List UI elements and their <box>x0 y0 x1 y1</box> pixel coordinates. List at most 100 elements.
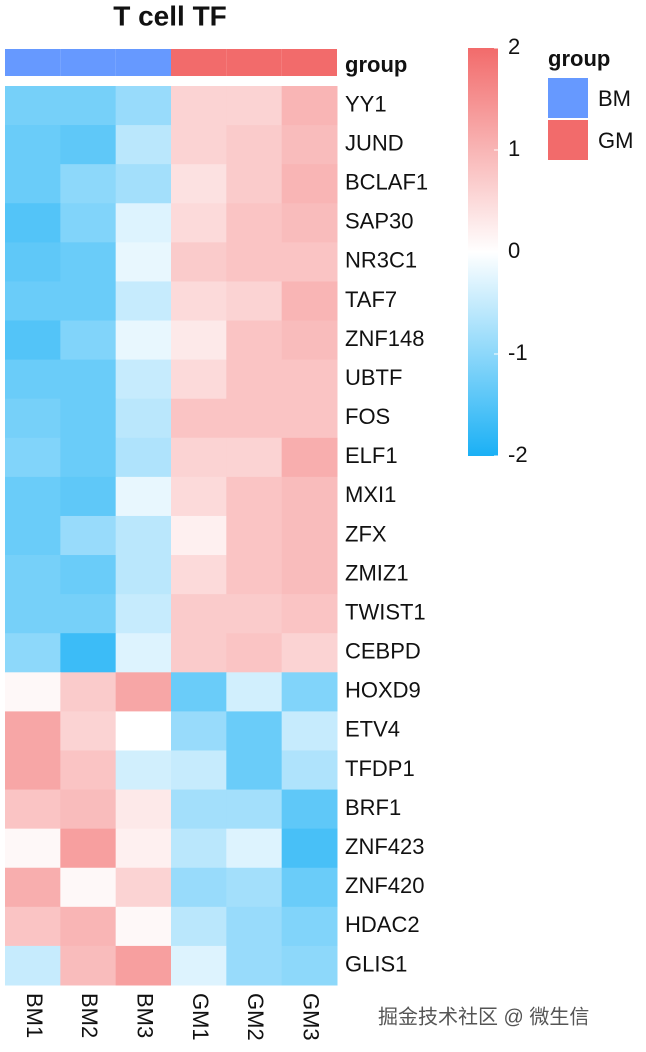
heatmap-cell <box>226 203 283 243</box>
heatmap-cell <box>171 633 227 673</box>
heatmap-cell <box>5 594 61 634</box>
heatmap-cell <box>281 867 338 908</box>
heatmap-cell <box>115 828 172 869</box>
heatmap-cell <box>171 750 227 791</box>
heatmap-cell <box>171 711 227 751</box>
heatmap-cell <box>115 594 172 634</box>
colorbar-tick-label: 0 <box>508 238 520 263</box>
heatmap-cell <box>60 711 117 751</box>
heatmap-cell <box>5 320 61 361</box>
heatmap-cell <box>5 633 61 673</box>
heatmap-cell <box>281 125 338 165</box>
heatmap-cell <box>115 672 172 712</box>
heatmap-cell <box>115 476 172 517</box>
heatmap-cell <box>60 906 117 947</box>
heatmap-cell <box>281 633 338 673</box>
heatmap-cell <box>5 672 61 712</box>
annotation-cell <box>281 49 337 76</box>
row-label: TFDP1 <box>345 756 415 781</box>
heatmap-cell <box>60 125 117 165</box>
row-label: ZNF148 <box>345 326 424 351</box>
row-label: ZNF423 <box>345 834 424 859</box>
colorbar-tick-label: -2 <box>508 442 528 467</box>
heatmap-cell <box>5 281 61 322</box>
heatmap-cell <box>60 594 117 634</box>
heatmap-cell <box>115 633 172 673</box>
heatmap-cell <box>5 828 61 869</box>
row-label: BCLAF1 <box>345 170 428 195</box>
heatmap-cell <box>281 437 338 478</box>
heatmap-cell <box>171 437 227 478</box>
row-label: HDAC2 <box>345 912 420 937</box>
legend-label: GM <box>598 128 633 153</box>
heatmap-cell <box>60 203 117 243</box>
heatmap-cell <box>115 515 172 556</box>
heatmap-cell <box>226 672 283 712</box>
row-label: ZNF420 <box>345 873 424 898</box>
heatmap-cell <box>5 945 61 986</box>
heatmap-cell <box>281 711 338 751</box>
heatmap-cell <box>115 555 172 595</box>
heatmap-cell <box>115 86 172 126</box>
heatmap-cell <box>226 750 283 791</box>
heatmap-cell <box>226 281 283 322</box>
annotation-cell <box>115 49 171 76</box>
row-label: MXI1 <box>345 482 396 507</box>
heatmap-cell <box>281 242 338 282</box>
heatmap-cell <box>5 86 61 126</box>
heatmap-cell <box>60 672 117 712</box>
heatmap-cell <box>281 906 338 947</box>
row-label: UBTF <box>345 365 402 390</box>
watermark: 掘金技术社区 @ 微生信 <box>378 1005 589 1028</box>
heatmap-cell <box>5 867 61 908</box>
heatmap-cell <box>115 242 172 282</box>
heatmap-cell <box>171 125 227 165</box>
row-label: HOXD9 <box>345 678 421 703</box>
heatmap-cell <box>171 906 227 947</box>
row-label: JUND <box>345 130 404 155</box>
heatmap-cell <box>226 125 283 165</box>
heatmap-cell <box>5 750 61 791</box>
heatmap-cell <box>281 281 338 322</box>
heatmap-cell <box>171 828 227 869</box>
heatmap-cell <box>226 945 283 986</box>
heatmap-cell <box>60 86 117 126</box>
row-label: NR3C1 <box>345 248 417 273</box>
colorbar-tick-label: 2 <box>508 34 520 59</box>
heatmap-cell <box>5 437 61 478</box>
heatmap-cell <box>60 867 117 908</box>
heatmap-cell <box>60 320 117 361</box>
row-label: ETV4 <box>345 717 400 742</box>
heatmap-cell <box>171 242 227 282</box>
heatmap-cell <box>5 789 61 830</box>
heatmap-cell <box>226 86 283 126</box>
column-label: BM2 <box>77 993 102 1038</box>
heatmap-cell <box>226 437 283 478</box>
row-label: SAP30 <box>345 209 414 234</box>
heatmap-cell <box>281 398 338 439</box>
heatmap-cell <box>171 867 227 908</box>
heatmap-cell <box>171 672 227 712</box>
heatmap-cell <box>171 594 227 634</box>
column-label: GM3 <box>299 993 324 1041</box>
heatmap-cell <box>115 398 172 439</box>
heatmap-cell <box>281 515 338 556</box>
colorbar-tick-label: 1 <box>508 136 520 161</box>
heatmap-cell <box>226 633 283 673</box>
heatmap-cell <box>226 906 283 947</box>
heatmap-cell <box>171 398 227 439</box>
row-label: GLIS1 <box>345 951 407 976</box>
heatmap-cell <box>5 906 61 947</box>
heatmap-cell <box>60 750 117 791</box>
column-label: GM1 <box>188 993 213 1041</box>
legend-swatch <box>548 78 588 118</box>
heatmap-cell <box>281 750 338 791</box>
heatmap-cell <box>226 476 283 517</box>
row-label: TWIST1 <box>345 599 426 624</box>
heatmap-cell <box>281 945 338 986</box>
column-label: BM3 <box>133 993 158 1038</box>
heatmap-cell <box>5 476 61 517</box>
heatmap-cell <box>171 555 227 595</box>
heatmap-cell <box>226 789 283 830</box>
